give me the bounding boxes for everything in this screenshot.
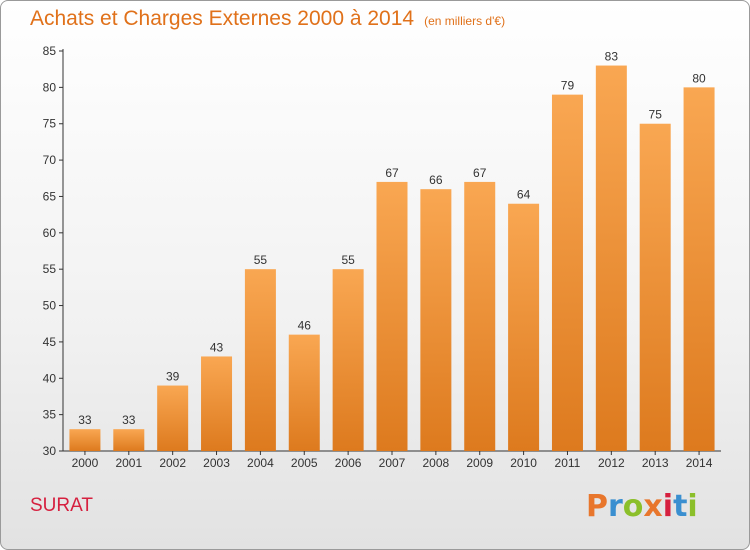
x-tick-label: 2014 [686, 456, 713, 470]
chart-title: Achats et Charges Externes 2000 à 2014 (e… [30, 7, 505, 31]
data-label: 80 [692, 71, 706, 85]
x-tick-label: 2009 [466, 456, 493, 470]
y-tick-label: 75 [43, 117, 57, 131]
logo-letter: P [586, 489, 608, 524]
logo-letter: r [608, 489, 623, 524]
x-tick-label: 2005 [291, 456, 318, 470]
data-label: 33 [78, 413, 92, 427]
x-tick-label: 2010 [510, 456, 537, 470]
bar [639, 123, 671, 452]
logo-letter: x [643, 489, 663, 524]
bar [376, 181, 408, 451]
bar [508, 203, 540, 451]
x-tick-label: 2004 [247, 456, 274, 470]
x-tick-label: 2002 [159, 456, 186, 470]
data-label: 83 [605, 50, 619, 64]
data-label: 79 [561, 79, 575, 93]
data-label: 67 [473, 166, 487, 180]
y-tick-label: 60 [43, 226, 57, 240]
logo-letter: o [622, 489, 644, 524]
bar [201, 356, 233, 451]
bar [113, 429, 145, 451]
x-tick-label: 2008 [423, 456, 450, 470]
chart-title-text: Achats et Charges Externes 2000 à 2014 [30, 7, 415, 30]
data-label: 67 [385, 166, 399, 180]
x-tick-label: 2013 [642, 456, 669, 470]
y-tick-label: 65 [43, 189, 57, 203]
x-tick-label: 2006 [335, 456, 362, 470]
data-label: 66 [429, 173, 443, 187]
data-label: 46 [298, 319, 312, 333]
y-tick-label: 55 [43, 262, 57, 276]
bar [332, 269, 364, 451]
data-labels: 33 33 39 43 55 46 55 67 66 67 64 79 83 75 80 [78, 50, 706, 428]
logo-letter: i [662, 489, 674, 524]
bars [69, 65, 715, 452]
bar [551, 94, 583, 452]
x-tick-label: 2000 [72, 456, 99, 470]
data-label: 33 [122, 413, 136, 427]
bar [683, 87, 715, 451]
bar [595, 65, 627, 451]
bar [157, 385, 189, 451]
proxiti-logo: Proxiti [586, 489, 698, 524]
data-label: 75 [649, 108, 663, 122]
bar [420, 189, 452, 451]
bar [464, 181, 496, 451]
chart-subtitle: (en milliers d'€) [424, 14, 506, 28]
x-tick-label: 2007 [379, 456, 406, 470]
bar [288, 334, 320, 451]
y-tick-label: 35 [43, 408, 57, 422]
data-label: 55 [341, 253, 355, 267]
y-tick-label: 50 [43, 299, 57, 313]
x-tick-label: 2011 [555, 456, 581, 470]
y-tick-label: 30 [43, 444, 57, 458]
data-label: 64 [517, 188, 531, 202]
y-tick-label: 45 [43, 335, 57, 349]
y-tick-label: 80 [43, 80, 57, 94]
data-label: 43 [210, 340, 224, 354]
data-label: 39 [166, 370, 180, 384]
x-tick-label: 2001 [115, 456, 142, 470]
x-tick-label: 2012 [598, 456, 625, 470]
logo-letter: i [687, 489, 698, 524]
logo-letter: t [673, 489, 688, 524]
data-label: 55 [254, 253, 268, 267]
bar [69, 429, 101, 451]
y-tick-label: 85 [43, 44, 57, 58]
city-name: SURAT [30, 495, 93, 516]
y-tick-label: 70 [43, 153, 57, 167]
y-tick-label: 40 [43, 371, 57, 385]
bar [244, 269, 276, 451]
x-tick-label: 2003 [203, 456, 230, 470]
